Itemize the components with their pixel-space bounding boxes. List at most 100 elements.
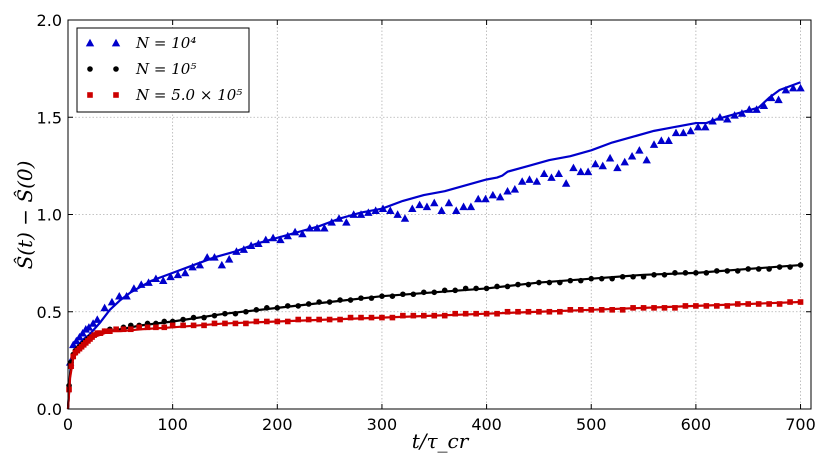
data-point [190,322,197,329]
data-point [745,301,752,307]
data-point [159,276,168,284]
data-point [232,320,239,327]
y-tick-label: 1.5 [37,108,62,127]
data-point [201,322,207,329]
data-point [347,297,354,303]
y-tick-label: 1.0 [37,206,62,225]
data-point [462,310,469,317]
data-point [276,235,285,244]
data-point [431,312,438,319]
data-point [703,270,710,276]
data-point [337,316,343,323]
data-point [222,310,228,317]
data-point [734,268,741,274]
legend-marker [85,38,95,47]
data-point [295,303,302,309]
data-point [115,291,124,300]
data-point [243,308,249,315]
data-point [431,289,438,296]
data-point [441,287,448,294]
data-point [188,262,197,271]
data-point [525,175,534,183]
data-point [598,161,607,170]
x-tick-label: 600 [681,415,712,434]
data-point [68,363,74,370]
data-point [701,122,710,131]
data-point [437,206,446,214]
data-point [326,316,333,323]
data-point [557,308,563,315]
data-point [494,283,500,290]
data-point [525,281,532,288]
data-point [583,167,593,176]
legend-label: N = 10⁵ [135,60,196,78]
data-point [515,308,521,315]
data-point [400,291,406,298]
data-point [672,305,678,311]
data-point [408,204,417,213]
data-point [430,198,439,207]
data-point [776,264,783,270]
data-point [78,328,87,337]
data-point [591,159,600,168]
data-point [268,233,278,242]
data-point [452,287,458,294]
data-point [210,253,219,261]
data-point [554,169,563,178]
data-point [211,320,218,327]
data-point [161,324,168,331]
legend: N = 10⁴ N = 10⁵ N = 5.0 × 10⁵ [76,27,250,113]
data-point [536,308,542,315]
data-point [422,202,432,211]
data-point [69,340,78,349]
data-point [91,332,97,338]
data-point [452,206,461,214]
data-point [243,320,249,327]
data-point [72,336,81,345]
data-point [316,299,322,305]
data-point [217,260,227,269]
data-point [421,289,427,296]
data-point [536,279,542,286]
data-point [66,386,72,393]
data-point [153,324,159,331]
data-point [693,122,703,131]
data-point [239,245,249,253]
data-point [664,136,673,144]
data-point [672,270,678,276]
data-point [797,299,804,305]
data-point [378,204,388,213]
data-point [410,312,417,319]
data-point [651,271,657,278]
data-point [379,314,385,321]
series-line [66,81,801,410]
series-layer [65,81,805,410]
data-point [588,307,595,313]
legend-marker [113,66,119,72]
x-axis-label: t/τ_cr [412,429,470,453]
data-point [787,299,793,305]
data-point [567,307,574,313]
data-point [253,318,260,325]
data-point [515,281,521,288]
data-point [620,157,629,166]
data-point [651,305,657,311]
data-point [284,303,291,309]
legend-box [76,27,250,113]
series-3 [66,299,804,410]
data-point [356,210,366,218]
data-point [724,268,731,274]
data-point [609,275,615,282]
data-point [481,194,490,203]
data-point [254,239,263,248]
data-point [327,218,336,226]
data-point [488,190,498,199]
data-point [410,291,417,298]
data-point [222,320,228,327]
data-point [473,310,479,317]
data-point [93,315,102,323]
data-point [316,316,322,323]
data-point [415,200,424,209]
data-point [94,330,101,336]
data-point [640,305,647,311]
